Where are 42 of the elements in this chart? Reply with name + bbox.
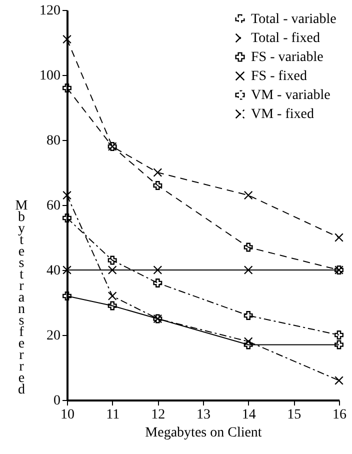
legend-label: VM - variable bbox=[251, 88, 330, 103]
point bbox=[108, 301, 117, 310]
x-tick-label: 14 bbox=[242, 408, 256, 422]
point bbox=[153, 278, 162, 288]
point bbox=[244, 242, 253, 252]
y-tick-label: 40 bbox=[46, 264, 60, 278]
text: Mbytes transferred bbox=[15, 198, 28, 398]
point bbox=[108, 256, 117, 265]
point bbox=[244, 340, 253, 350]
point bbox=[334, 233, 344, 242]
point bbox=[153, 266, 162, 274]
y-tick-label: 120 bbox=[40, 4, 60, 18]
x-tick-label: 10 bbox=[60, 408, 74, 422]
legend-label: FS - fixed bbox=[251, 69, 307, 84]
legend-label: Total - fixed bbox=[251, 31, 320, 46]
legend-label: VM - fixed bbox=[251, 107, 314, 122]
x-tick-label: 11 bbox=[106, 408, 120, 422]
point bbox=[244, 311, 253, 320]
x-axis-title: Megabytes on Client bbox=[145, 426, 262, 440]
y-tick-label: 60 bbox=[46, 198, 60, 214]
y-tick-label: 0 bbox=[54, 394, 60, 408]
point bbox=[244, 266, 253, 274]
point bbox=[334, 376, 344, 385]
point bbox=[334, 340, 344, 350]
point bbox=[62, 84, 72, 92]
point bbox=[62, 292, 72, 300]
x-tick-label: 13 bbox=[196, 408, 210, 422]
y-tick-label: 100 bbox=[40, 68, 60, 84]
point bbox=[108, 292, 117, 300]
point bbox=[153, 168, 162, 177]
legend-label: Total - variable bbox=[251, 12, 336, 27]
point bbox=[153, 181, 162, 190]
legend-label: FS - variable bbox=[251, 50, 324, 65]
x-tick-label: 15 bbox=[287, 408, 302, 422]
point bbox=[244, 190, 253, 200]
y-tick-label: 20 bbox=[46, 328, 60, 344]
x-tick-label: 12 bbox=[151, 408, 166, 422]
point bbox=[62, 214, 72, 222]
y-tick-label: 80 bbox=[46, 134, 60, 148]
point bbox=[334, 330, 344, 340]
x-tick-label: 16 bbox=[332, 408, 346, 422]
point bbox=[108, 266, 117, 274]
